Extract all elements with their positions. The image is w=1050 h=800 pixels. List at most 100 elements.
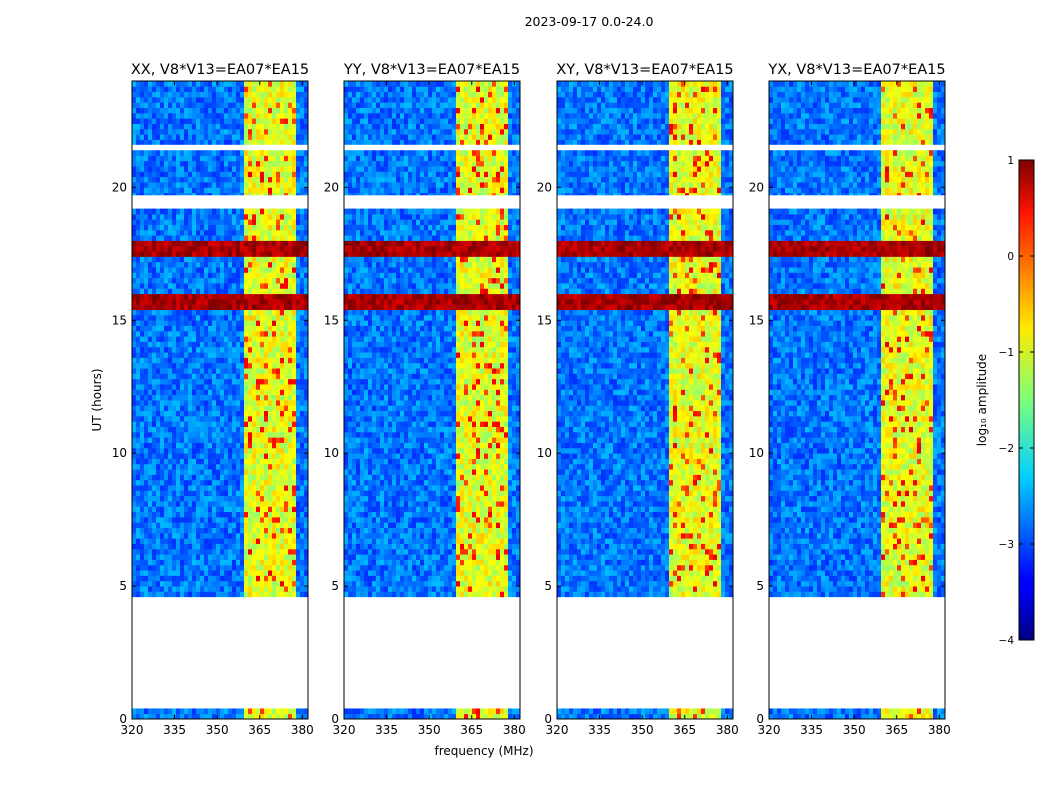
heatmap-cell	[512, 580, 517, 587]
heatmap-cell	[232, 150, 237, 156]
heatmap-cell	[240, 516, 245, 523]
heatmap-cell	[244, 251, 249, 257]
heatmap-cell	[248, 532, 253, 539]
heatmap-cell	[288, 123, 293, 130]
heatmap-cell	[200, 479, 205, 486]
heatmap-cell	[260, 293, 265, 300]
heatmap-cell	[236, 548, 241, 555]
heatmap-cell	[244, 378, 249, 385]
heatmap-cell	[488, 586, 493, 592]
heatmap-cell	[272, 458, 277, 465]
heatmap-cell	[140, 272, 145, 279]
heatmap-cell	[140, 171, 145, 178]
heatmap-cell	[188, 431, 193, 438]
heatmap-cell	[196, 314, 201, 321]
heatmap-cell	[292, 522, 297, 528]
heatmap-cell	[184, 389, 189, 396]
heatmap-cell	[204, 389, 209, 396]
heatmap-cell	[432, 580, 437, 587]
heatmap-cell	[184, 277, 189, 284]
heatmap-cell	[500, 543, 505, 550]
heatmap-cell	[152, 277, 157, 284]
heatmap-cell	[152, 283, 157, 289]
heatmap-cell	[432, 564, 437, 571]
heatmap-cell	[300, 415, 305, 422]
heatmap-cell	[140, 453, 145, 459]
heatmap-cell	[236, 564, 241, 571]
heatmap-cell	[184, 325, 189, 332]
heatmap-cell	[272, 256, 277, 263]
heatmap-cell	[152, 591, 157, 598]
heatmap-cell	[432, 554, 437, 560]
heatmap-cell	[140, 304, 145, 311]
heatmap-cell	[432, 586, 437, 592]
heatmap-cell	[148, 548, 153, 555]
heatmap-cell	[204, 320, 209, 326]
heatmap-cell	[164, 128, 169, 135]
heatmap-cell	[140, 426, 145, 433]
heatmap-cell	[436, 564, 441, 571]
heatmap-cell	[460, 522, 465, 528]
heatmap-cell	[188, 187, 193, 194]
heatmap-cell	[156, 543, 161, 550]
heatmap-cell	[184, 224, 189, 231]
heatmap-cell	[168, 708, 173, 715]
heatmap-cell	[348, 522, 353, 528]
heatmap-cell	[200, 384, 205, 390]
heatmap-cell	[300, 91, 305, 98]
heatmap-cell	[148, 527, 153, 534]
heatmap-cell	[372, 522, 377, 528]
heatmap-cell	[136, 288, 141, 295]
heatmap-cell	[140, 421, 145, 427]
heatmap-cell	[152, 346, 157, 353]
heatmap-cell	[372, 570, 377, 576]
heatmap-cell	[272, 415, 277, 422]
heatmap-cell	[196, 410, 201, 417]
heatmap-cell	[212, 213, 217, 220]
heatmap-cell	[164, 570, 169, 576]
heatmap-cell	[436, 532, 441, 539]
heatmap-cell	[204, 586, 209, 592]
panel-frame	[131, 80, 309, 720]
heatmap-cell	[248, 245, 253, 252]
heatmap-cell	[388, 538, 393, 544]
heatmap-cell	[296, 166, 301, 172]
heatmap-cell	[248, 283, 253, 289]
heatmap-cell	[512, 564, 517, 571]
heatmap-cell	[216, 208, 221, 215]
heatmap-cell	[220, 245, 225, 252]
heatmap-cell	[152, 150, 157, 156]
heatmap-cell	[184, 81, 189, 87]
heatmap-cell	[284, 713, 289, 720]
heatmap-cell	[384, 522, 389, 528]
heatmap-cell	[232, 336, 237, 342]
heatmap-cell	[500, 713, 505, 720]
heatmap-cell	[144, 511, 149, 518]
heatmap-cell	[232, 506, 237, 513]
heatmap-cell	[184, 554, 189, 560]
heatmap-cell	[240, 384, 245, 390]
heatmap-cell	[252, 288, 257, 295]
heatmap-cell	[236, 139, 241, 146]
heatmap-cell	[384, 532, 389, 539]
heatmap-cell	[276, 245, 281, 252]
heatmap-cell	[252, 538, 257, 544]
heatmap-cell	[252, 176, 257, 183]
heatmap-cell	[224, 453, 229, 459]
heatmap-cell	[272, 511, 277, 518]
heatmap-cell	[260, 150, 265, 156]
heatmap-cell	[132, 373, 137, 380]
heatmap-cell	[252, 479, 257, 486]
heatmap-cell	[280, 352, 285, 358]
heatmap-cell	[196, 341, 201, 348]
heatmap-cell	[284, 437, 289, 443]
heatmap-cell	[404, 543, 409, 550]
heatmap-cell	[344, 586, 349, 592]
heatmap-cell	[140, 708, 145, 715]
heatmap-cell	[148, 522, 153, 528]
heatmap-cell	[300, 123, 305, 130]
heatmap-cell	[232, 437, 237, 443]
heatmap-cell	[248, 373, 253, 380]
heatmap-cell	[260, 453, 265, 459]
heatmap-cell	[156, 421, 161, 427]
